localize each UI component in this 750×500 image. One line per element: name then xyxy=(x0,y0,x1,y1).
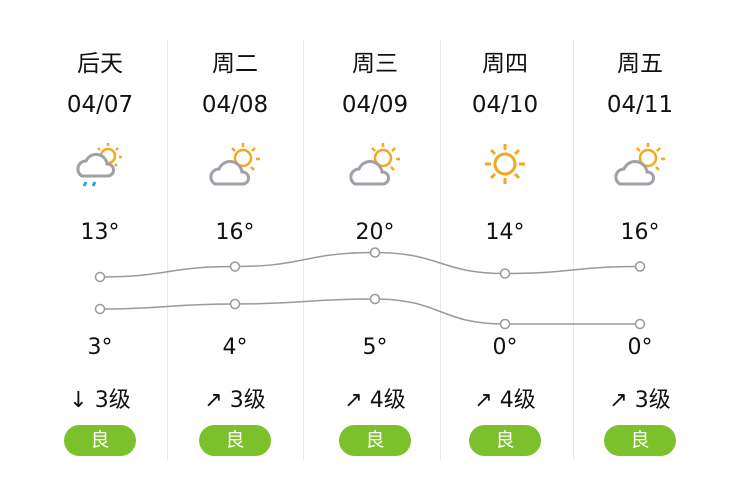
high-temp-line xyxy=(99,251,641,278)
column-divider xyxy=(440,40,441,460)
column-divider xyxy=(303,40,304,460)
day-label: 周四 xyxy=(482,51,528,77)
column-divider xyxy=(573,40,574,460)
high-temp-point xyxy=(369,247,381,258)
wind-level: ↗ 3级 xyxy=(204,388,266,413)
date-label: 04/10 xyxy=(471,92,539,118)
high-temp: 16° xyxy=(620,220,660,245)
date-label: 04/08 xyxy=(201,92,269,118)
day-label: 周五 xyxy=(617,51,663,77)
cloud-sun-rain-icon xyxy=(76,143,122,187)
high-temp-point xyxy=(229,261,241,272)
low-temp: 3° xyxy=(87,335,113,360)
low-temp-line xyxy=(99,298,640,325)
low-temp-point xyxy=(634,318,646,330)
high-temp: 14° xyxy=(485,220,525,245)
air-quality-badge: 良 xyxy=(469,425,541,456)
sunny-icon xyxy=(485,144,525,184)
low-temp: 4° xyxy=(222,335,248,360)
low-temp-point xyxy=(369,293,381,305)
date-label: 04/09 xyxy=(341,92,409,118)
day-label: 周三 xyxy=(352,51,398,77)
high-temp: 20° xyxy=(355,220,395,245)
low-temp: 5° xyxy=(362,335,388,360)
low-temp: 0° xyxy=(627,335,653,360)
air-quality-badge: 良 xyxy=(604,425,676,456)
low-temp-point xyxy=(499,318,511,330)
high-temp-point xyxy=(634,261,646,272)
wind-level: ↓ 3级 xyxy=(69,388,131,413)
date-label: 04/07 xyxy=(66,92,134,118)
day-column: 周二 04/08 16° 4° ↗ 3级 良 xyxy=(167,0,303,500)
day-column: 后天 04/07 13° 3° ↓ 3级 良 xyxy=(32,0,168,500)
day-column: 周四 04/10 14° 0° ↗ 4级 良 xyxy=(437,0,573,500)
high-temp-point xyxy=(94,271,106,283)
day-column: 周五 04/11 16° 0° ↗ 3级 良 xyxy=(572,0,708,500)
date-label: 04/11 xyxy=(606,92,674,118)
air-quality-badge: 良 xyxy=(64,425,136,456)
low-temp: 0° xyxy=(492,335,518,360)
partly-cloudy-icon xyxy=(209,143,260,186)
column-divider xyxy=(167,40,168,460)
high-temp: 16° xyxy=(215,220,255,245)
day-label: 周二 xyxy=(212,51,258,77)
wind-level: ↗ 3级 xyxy=(609,388,671,413)
day-label: 后天 xyxy=(77,51,123,77)
wind-level: ↗ 4级 xyxy=(344,388,406,413)
air-quality-badge: 良 xyxy=(199,425,271,456)
low-temp-point xyxy=(94,303,106,315)
day-column: 周三 04/09 20° 5° ↗ 4级 良 xyxy=(307,0,443,500)
air-quality-badge: 良 xyxy=(339,425,411,456)
wind-level: ↗ 4级 xyxy=(474,388,536,413)
partly-cloudy-icon xyxy=(614,143,665,186)
high-temp: 13° xyxy=(80,220,120,245)
low-temp-point xyxy=(229,298,241,310)
high-temp-point xyxy=(499,268,511,279)
partly-cloudy-icon xyxy=(349,143,400,186)
